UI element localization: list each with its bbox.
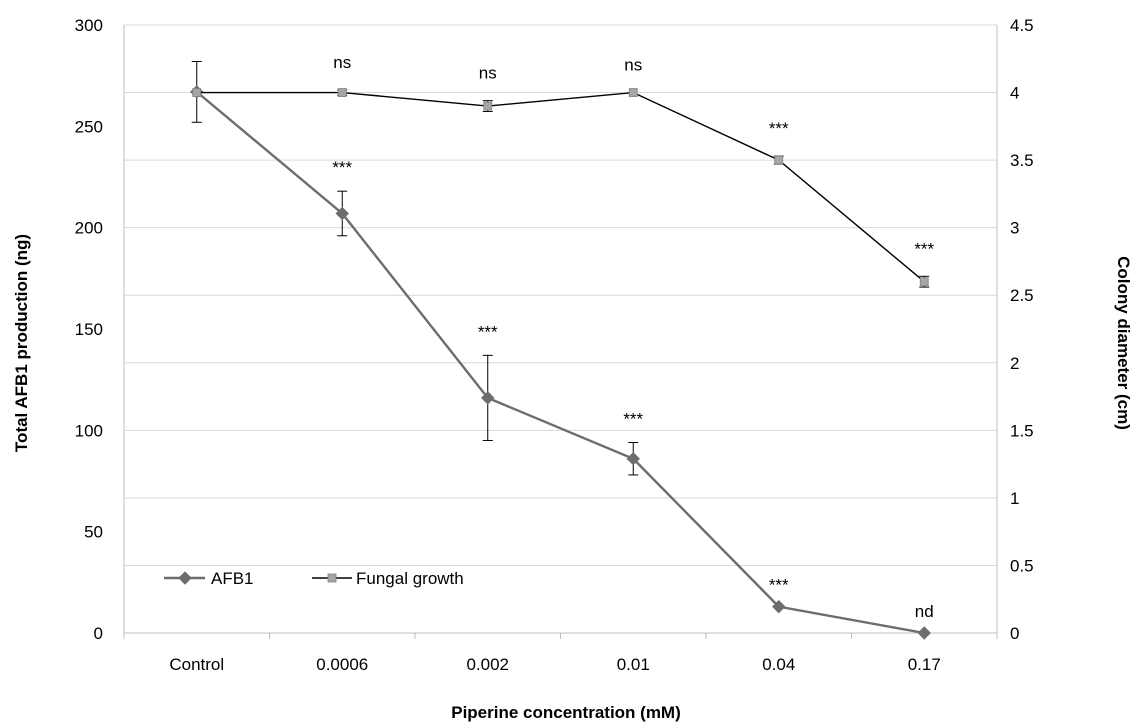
y-tick-label: 250 — [75, 117, 103, 136]
data-point — [919, 277, 929, 287]
y2-tick-label: 2.5 — [1010, 286, 1034, 305]
legend-item-afb1: AFB1 — [164, 569, 254, 588]
significance-label: *** — [623, 409, 643, 428]
significance-label: ns — [624, 56, 642, 75]
x-tick-label: 0.17 — [908, 655, 941, 674]
legend-label: Fungal growth — [356, 569, 464, 588]
significance-label: ns — [333, 53, 351, 72]
significance-label: *** — [769, 576, 789, 595]
x-axis-tick-labels: Control 0.0006 0.002 0.01 0.04 0.17 — [169, 655, 940, 674]
series-line — [196, 91, 925, 283]
y2-tick-label: 0 — [1010, 624, 1019, 643]
right-axis-tick-labels: 0 0.5 1 1.5 2 2.5 3 3.5 4 4.5 — [1010, 16, 1034, 643]
significance-label: ns — [479, 64, 497, 83]
y-tick-label: 150 — [75, 320, 103, 339]
y2-tick-label: 4 — [1010, 84, 1019, 103]
data-point — [774, 155, 784, 165]
series-fungal-growth — [192, 88, 930, 288]
y2-tick-label: 2 — [1010, 354, 1019, 373]
significance-label: *** — [478, 322, 498, 341]
legend-label: AFB1 — [211, 569, 254, 588]
data-point — [192, 88, 202, 97]
x-tick-label: Control — [169, 655, 224, 674]
data-point — [483, 101, 493, 111]
axes — [123, 25, 998, 639]
x-tick-label: 0.0006 — [316, 655, 368, 674]
significance-label: *** — [332, 158, 352, 177]
significance-label: *** — [914, 239, 934, 258]
significance-label: nd — [915, 602, 934, 621]
x-tick-label: 0.002 — [466, 655, 509, 674]
significance-label: *** — [769, 119, 789, 138]
data-point — [337, 88, 347, 97]
significance-annotations: *** *** *** *** nd ns ns ns *** *** — [332, 53, 934, 621]
legend: AFB1 Fungal growth — [164, 569, 464, 588]
data-point — [772, 599, 786, 614]
data-point — [626, 451, 640, 466]
data-point — [917, 626, 931, 640]
y2-tick-label: 1 — [1010, 489, 1019, 508]
y2-tick-label: 3.5 — [1010, 151, 1034, 170]
y2-tick-label: 1.5 — [1010, 421, 1034, 440]
y2-tick-label: 0.5 — [1010, 556, 1034, 575]
legend-item-fungal-growth: Fungal growth — [312, 569, 464, 588]
data-point — [481, 391, 495, 405]
y-tick-label: 100 — [75, 421, 103, 440]
x-tick-label: 0.01 — [617, 655, 650, 674]
left-axis-tick-labels: 0 50 100 150 200 250 300 — [75, 16, 103, 643]
x-axis-title: Piperine concentration (mM) — [451, 703, 681, 722]
y2-tick-label: 4.5 — [1010, 16, 1034, 35]
x-tick-label: 0.04 — [762, 655, 795, 674]
y-tick-label: 300 — [75, 16, 103, 35]
y-axis-title: Total AFB1 production (ng) — [12, 234, 31, 452]
y2-axis-title: Colony diameter (cm) — [1114, 256, 1132, 430]
series-afb1 — [190, 60, 931, 640]
gridlines — [124, 24, 997, 566]
legend-marker — [327, 573, 337, 583]
data-point — [335, 206, 349, 221]
data-point — [628, 88, 638, 97]
series — [190, 60, 931, 640]
series-line — [195, 90, 925, 635]
y-tick-label: 200 — [75, 219, 103, 238]
y-tick-label: 50 — [84, 523, 103, 542]
y-tick-label: 0 — [94, 624, 103, 643]
y2-tick-label: 3 — [1010, 219, 1019, 238]
legend-marker — [178, 571, 192, 585]
